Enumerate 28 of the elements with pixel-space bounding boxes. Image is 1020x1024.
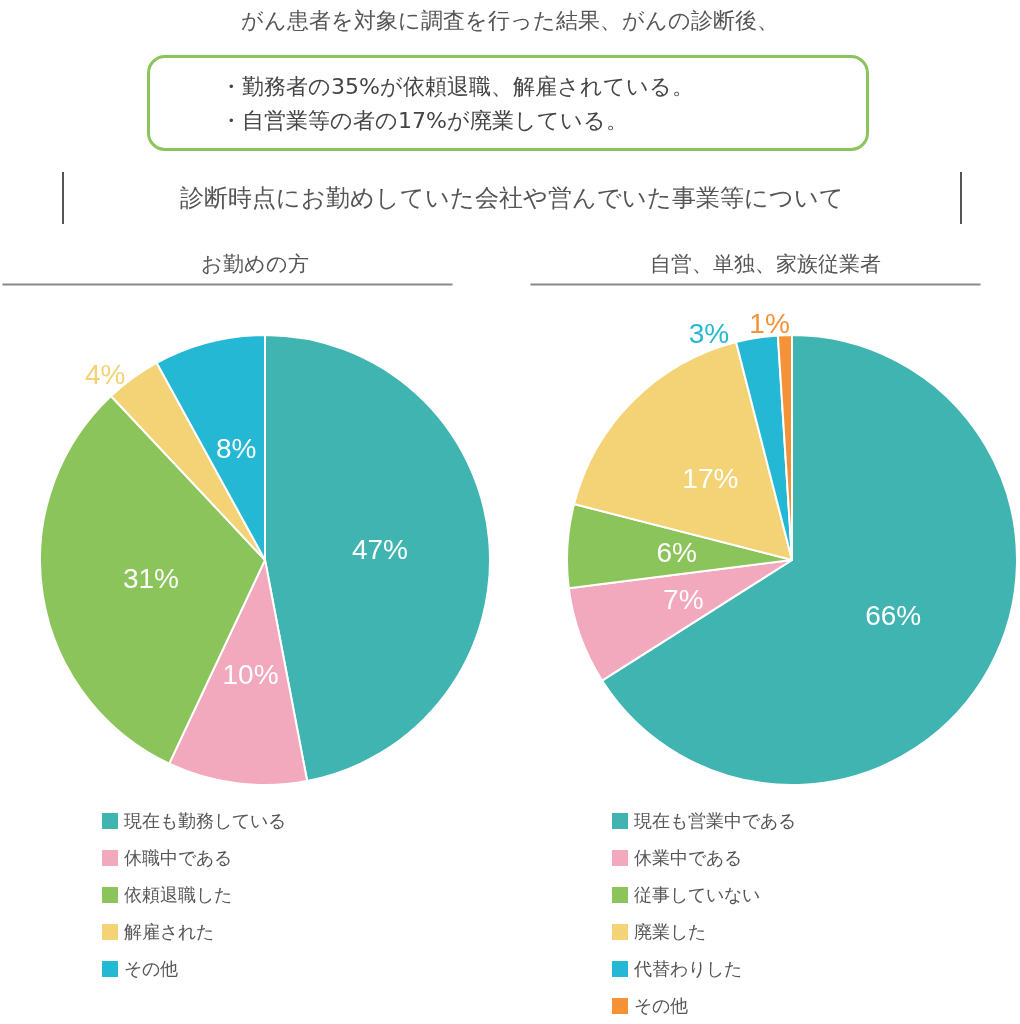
legend-label: 休職中である [124, 848, 232, 868]
text: 診断時点にお勤めしていた会社や営んでいた事業等について [62, 172, 962, 224]
data-label: 7% [663, 583, 704, 615]
text: ・勤務者の35%が依頼退職、解雇されている。 [220, 73, 695, 101]
legend-label: 現在も営業中である [634, 811, 796, 831]
data-label: 17% [682, 462, 739, 494]
data-label: 6% [656, 537, 697, 569]
data-label: 1% [749, 307, 790, 339]
chart-title: 自営、単独、家族従業者 [649, 251, 881, 276]
legend-label: その他 [124, 959, 178, 979]
legend-label: その他 [634, 996, 688, 1016]
legend-label: 解雇された [124, 922, 214, 942]
legend-label: 依頼退職した [124, 885, 232, 905]
data-label: 66% [865, 600, 922, 632]
data-label: 4% [84, 359, 126, 391]
text: ・自営業等の者の17%が廃業している。 [220, 107, 629, 135]
legend-label: 休業中である [634, 848, 742, 868]
data-label: 47% [351, 533, 409, 565]
data-label: 8% [216, 432, 257, 464]
chart-title: お勤めの方 [201, 251, 309, 276]
legend-label: 従事していない [634, 885, 760, 905]
legend-label: 廃業した [634, 922, 706, 942]
text: がん患者を対象に調査を行った結果、がんの診断後、 [240, 7, 780, 35]
legend-label: 現在も勤務している [124, 811, 286, 831]
data-label: 10% [222, 659, 279, 691]
data-label: 31% [122, 562, 179, 594]
data-label: 3% [688, 318, 730, 350]
legend-label: 代替わりした [633, 959, 742, 979]
